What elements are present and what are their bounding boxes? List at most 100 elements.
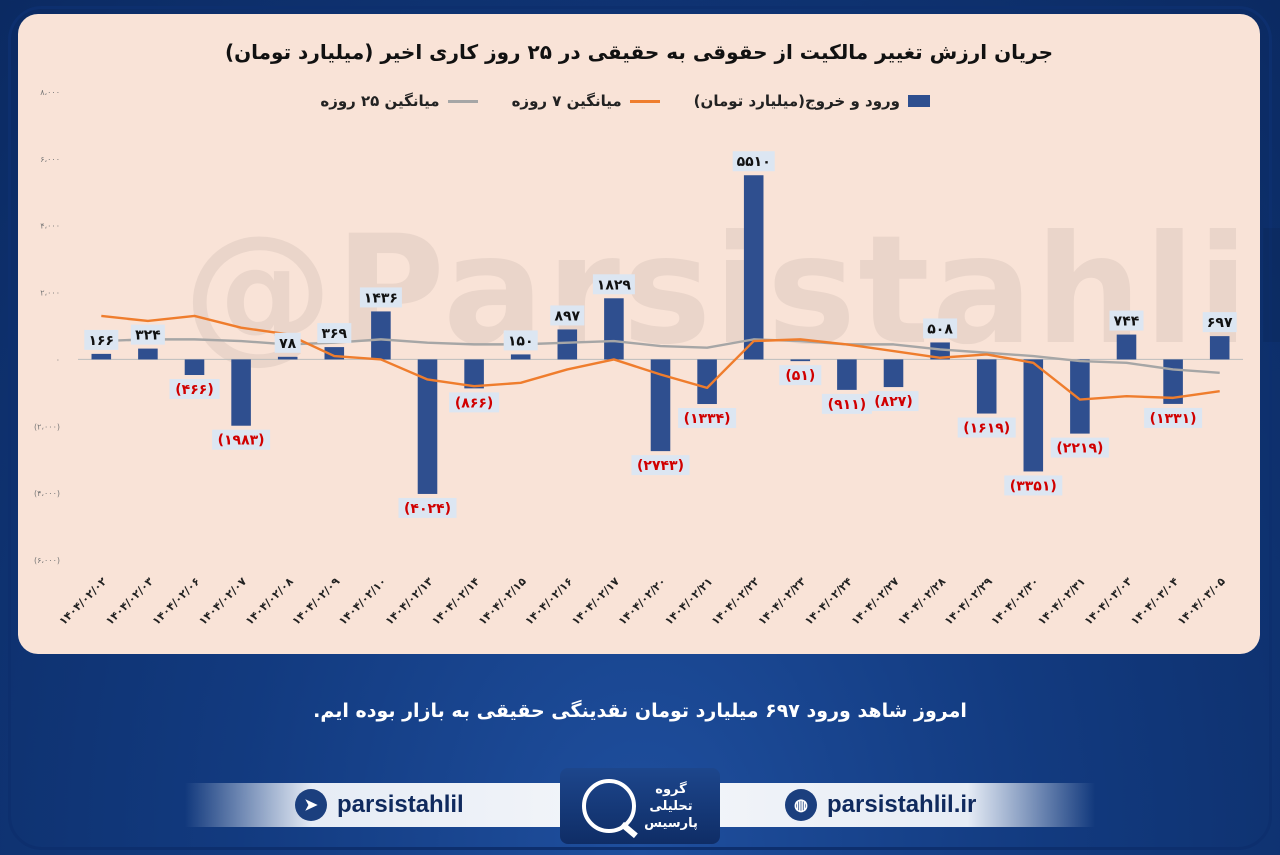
- chart-card: @Parsistahlil جریان ارزش تغییر مالکیت از…: [18, 14, 1280, 654]
- data-label: (۲۲۱۹): [1056, 441, 1103, 457]
- data-label: ۳۲۴: [135, 328, 161, 344]
- data-label: ۸۹۷: [554, 308, 580, 324]
- legend-item-flow: ورود و خروج(میلیارد تومان): [694, 92, 930, 110]
- legend-swatch-ma7: [629, 99, 660, 103]
- data-label: ۱۴۳۶: [364, 290, 398, 306]
- bar: [417, 359, 438, 494]
- data-label-box: [678, 408, 737, 429]
- data-label-box: [169, 379, 220, 400]
- bar: [277, 356, 298, 360]
- y-tick-label: ۰: [56, 355, 60, 364]
- x-tick-label: ۱۴۰۴/۰۲/۲۴: [802, 575, 855, 628]
- y-tick-label: (۴،۰۰۰): [34, 489, 60, 498]
- bar: [138, 348, 158, 360]
- data-label-box: [84, 329, 119, 350]
- data-label: (۱۹۸۳): [218, 433, 265, 449]
- data-label-box: [449, 392, 500, 413]
- bar: [231, 359, 251, 426]
- x-tick-label: ۱۴۰۴/۰۲/۱۷: [569, 575, 622, 628]
- data-label: (۴۰۲۴): [404, 501, 451, 517]
- x-tick-label: ۱۴۰۴/۰۳/۰۳: [1082, 575, 1135, 628]
- data-label: (۱۳۳۱): [1150, 411, 1197, 427]
- data-label-box: [957, 417, 1016, 438]
- data-label-box: [923, 318, 958, 339]
- legend-item-ma7: میانگین ۷ روزه: [512, 92, 660, 110]
- y-tick-label: ۴،۰۰۰: [40, 222, 60, 231]
- bar: [930, 342, 950, 360]
- x-tick-label: ۱۴۰۴/۰۲/۲۲: [709, 575, 762, 628]
- x-tick-label: ۱۴۰۴/۰۲/۳۰: [989, 575, 1042, 628]
- legend-label-ma25: میانگین ۲۵ روزه: [320, 92, 440, 110]
- globe-icon: ◍: [785, 789, 817, 821]
- bar: [371, 311, 391, 360]
- x-tick-label: ۱۴۰۴/۰۲/۰۸: [243, 575, 296, 628]
- bar: [1023, 359, 1044, 472]
- y-tick-label: (۲،۰۰۰): [34, 422, 60, 431]
- data-label-box: [1004, 475, 1063, 496]
- data-label-box: [821, 393, 872, 414]
- outer-frame: [8, 6, 1272, 850]
- data-label-box: [779, 365, 822, 386]
- bar: [650, 359, 671, 452]
- chart-legend: ورود و خروج(میلیارد تومان) میانگین ۷ روز…: [320, 92, 930, 110]
- x-tick-label: ۱۴۰۴/۰۲/۲۳: [756, 575, 809, 628]
- bar: [1116, 334, 1137, 360]
- bar: [557, 329, 578, 360]
- data-label: ۷۸: [279, 336, 297, 352]
- x-tick-label: ۱۴۰۴/۰۳/۰۵: [1175, 575, 1228, 628]
- legend-label-flow: ورود و خروج(میلیارد تومان): [693, 92, 900, 110]
- data-label-box: [359, 287, 402, 308]
- data-label: (۴۶۶): [175, 382, 213, 398]
- bar-chart: ۸،۰۰۰ ۶،۰۰۰ ۴،۰۰۰ ۲،۰۰۰ ۰ (۲،۰۰۰) (۴،۰۰۰) (۶،۰۰…: [34, 88, 1243, 628]
- data-label-box: [631, 455, 690, 476]
- legend-swatch-bar: [908, 95, 930, 107]
- website-url: parsistahlil.ir: [827, 791, 977, 818]
- x-tick-label: ۱۴۰۴/۰۲/۱۶: [523, 575, 576, 628]
- data-label: ۱۵۰: [508, 333, 534, 349]
- bar: [883, 359, 904, 388]
- bar: [976, 359, 997, 414]
- x-tick-label: ۱۴۰۴/۰۲/۰۳: [103, 575, 156, 628]
- chart-title: جریان ارزش تغییر مالکیت از حقوقی به حقیق…: [224, 40, 1054, 64]
- logo-line-3: پارسیس: [644, 815, 698, 831]
- data-label-box: [1109, 310, 1144, 331]
- bar: [1209, 336, 1230, 360]
- logo-line-1: گروه: [655, 781, 687, 797]
- legend-label-ma7: میانگین ۷ روزه: [511, 92, 622, 110]
- x-tick-label: ۱۴۰۴/۰۲/۰۲: [57, 575, 110, 628]
- bar: [604, 298, 624, 360]
- data-label-box: [592, 274, 635, 295]
- x-tick-label: ۱۴۰۴/۰۲/۰۷: [196, 575, 249, 628]
- data-label: ۶۹۷: [1207, 315, 1233, 331]
- telegram-icon: ➤: [295, 789, 327, 821]
- logo-text: گروه تحلیلی پارسیس: [644, 781, 698, 832]
- data-label-box: [868, 391, 919, 412]
- data-label: (۱۶۱۹): [963, 421, 1010, 437]
- data-label-box: [732, 151, 775, 172]
- x-tick-label: ۱۴۰۴/۰۲/۰۶: [150, 575, 203, 628]
- x-tick-label: ۱۴۰۴/۰۲/۲۹: [942, 575, 995, 628]
- legend-item-ma25: میانگین ۲۵ روزه: [320, 92, 478, 110]
- x-tick-label: ۱۴۰۴/۰۲/۱۴: [429, 575, 482, 628]
- bar: [510, 354, 531, 360]
- legend-swatch-ma25: [447, 99, 478, 103]
- summary-caption: امروز شاهد ورود ۶۹۷ میلیارد تومان نقدینگ…: [313, 700, 967, 722]
- data-label-box: [212, 429, 271, 450]
- data-label: (۵۱): [785, 368, 815, 384]
- bar: [91, 353, 112, 360]
- x-tick-label: ۱۴۰۴/۰۲/۱۳: [383, 575, 436, 628]
- y-tick-label: ۸،۰۰۰: [40, 88, 60, 97]
- bar: [790, 359, 811, 362]
- data-label: ۱۸۲۹: [597, 277, 632, 293]
- data-label-box: [274, 332, 301, 353]
- x-tick-label: ۱۴۰۴/۰۲/۳۱: [1035, 575, 1088, 628]
- bar: [184, 359, 205, 376]
- x-tick-label: ۱۴۰۴/۰۳/۰۴: [1128, 575, 1181, 628]
- data-label: ۵۰۸: [927, 321, 953, 337]
- logo-mark-icon: [582, 779, 637, 833]
- website-link[interactable]: ◍ parsistahlil.ir: [785, 786, 976, 824]
- data-label: (۱۳۳۴): [684, 411, 731, 427]
- logo-line-2: تحلیلی: [649, 798, 693, 814]
- data-label-box: [130, 324, 165, 345]
- telegram-link[interactable]: ➤ parsistahlil: [295, 786, 464, 824]
